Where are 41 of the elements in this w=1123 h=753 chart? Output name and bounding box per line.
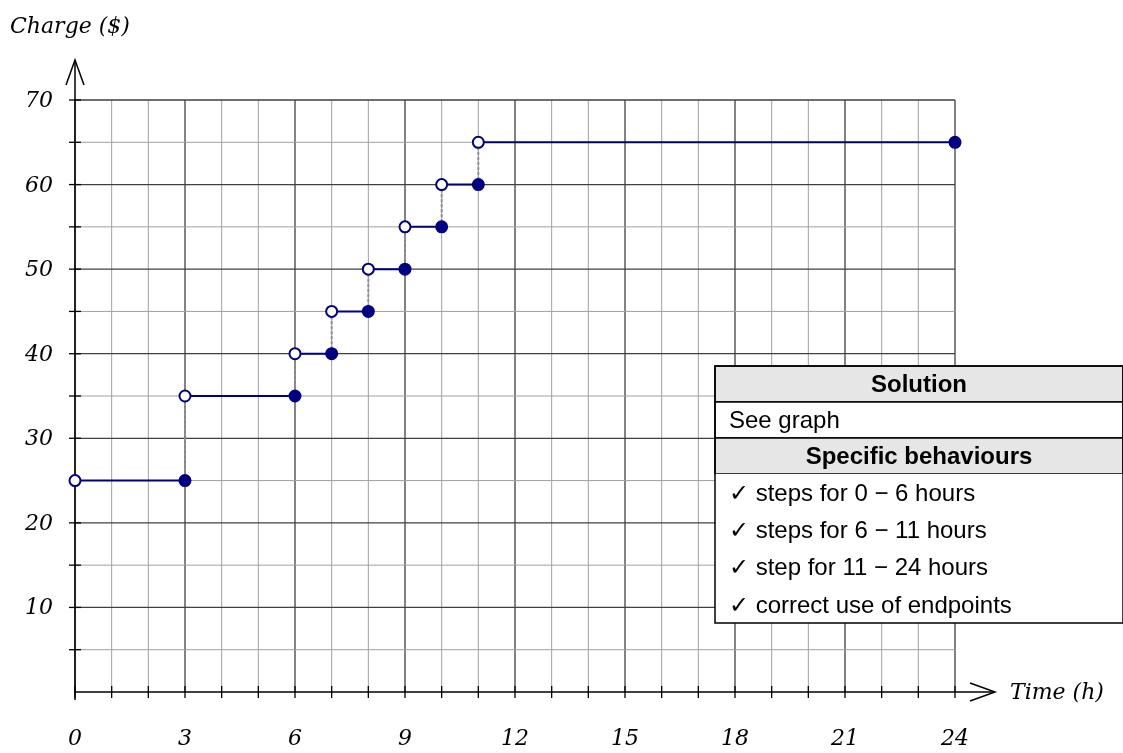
x-tick-label: 6 [288, 725, 302, 750]
y-tick-label: 30 [25, 425, 53, 451]
y-tick-label: 40 [24, 340, 53, 366]
annotation: ✓ step for 11 − 24 hours [729, 553, 989, 580]
y-tick-label: 70 [25, 87, 53, 112]
annotation: ✓ correct use of endpoints [729, 590, 1012, 618]
point [361, 304, 375, 318]
annotation: ✓ steps for 0 − 6 hours [729, 478, 976, 506]
x-tick-label: 12 [501, 725, 529, 750]
point [471, 178, 485, 192]
y-axis-title: Charge ($) [10, 13, 130, 38]
x-tick-label: 21 [830, 725, 859, 750]
point [471, 135, 485, 149]
point [325, 347, 339, 361]
y-tick-label: 10 [25, 594, 53, 620]
point [68, 474, 82, 488]
y-tick-label: 50 [25, 256, 53, 282]
point [398, 262, 412, 276]
y-tick-label: 20 [24, 509, 53, 535]
x-tick-label: 15 [611, 725, 639, 750]
annotation: ✓ steps for 6 − 11 hours [729, 515, 987, 543]
y-tick-label: 60 [25, 171, 53, 197]
point [288, 347, 302, 361]
x-axis-title: Time (h) [1010, 679, 1104, 704]
point [178, 474, 192, 488]
point [435, 178, 449, 192]
x-tick-label: 18 [721, 725, 749, 750]
point [178, 389, 192, 403]
point [398, 220, 412, 234]
point [361, 262, 375, 276]
annotation: See graph [729, 406, 840, 433]
point [435, 220, 449, 234]
point [288, 389, 302, 403]
annotation: Solution [871, 370, 967, 397]
x-tick-label: 9 [398, 725, 412, 750]
point [325, 304, 339, 318]
point [948, 135, 962, 149]
x-tick-label: 0 [68, 725, 82, 750]
annotation: Specific behaviours [805, 442, 1033, 469]
x-tick-label: 24 [940, 725, 969, 750]
x-tick-label: 3 [178, 725, 192, 750]
